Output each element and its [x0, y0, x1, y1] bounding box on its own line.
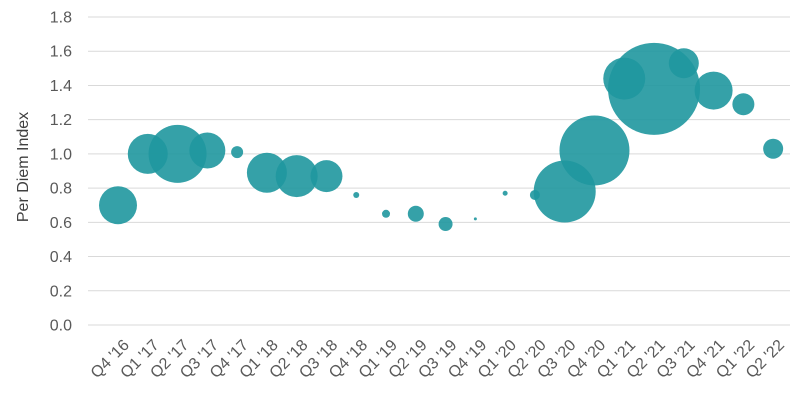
bubble	[559, 115, 630, 186]
bubble	[148, 124, 207, 183]
bubble	[382, 209, 391, 218]
bubble	[732, 93, 755, 116]
bubble	[473, 217, 477, 221]
y-tick-label: 1.6	[50, 44, 72, 61]
y-tick-label: 1.2	[50, 112, 72, 129]
bubble	[310, 160, 343, 193]
bubble	[438, 217, 453, 232]
bubble	[694, 71, 733, 110]
y-tick-label: 0.6	[50, 215, 72, 232]
bubble	[231, 146, 244, 159]
bubble	[99, 186, 137, 225]
bubble	[353, 191, 360, 198]
bubble	[407, 205, 424, 222]
bubble	[189, 132, 226, 169]
bubble	[668, 48, 699, 79]
y-tick-label: 1.4	[50, 78, 72, 95]
y-tick-label: 0.8	[50, 181, 72, 198]
y-tick-label: 0.4	[50, 249, 72, 266]
bubble	[275, 155, 318, 198]
y-axis-ticks: 0.0 0.2 0.4 0.6 0.8 1.0 1.2 1.4 1.6 1.8	[50, 10, 72, 335]
bubble	[502, 190, 508, 196]
y-tick-label: 0.2	[50, 283, 72, 300]
bubble	[763, 138, 784, 159]
bubble-series	[99, 42, 784, 232]
y-axis-title: Per Diem Index	[15, 112, 32, 222]
y-tick-label: 0.0	[50, 318, 72, 335]
y-tick-label: 1.0	[50, 146, 72, 163]
y-tick-label: 1.8	[50, 10, 72, 27]
